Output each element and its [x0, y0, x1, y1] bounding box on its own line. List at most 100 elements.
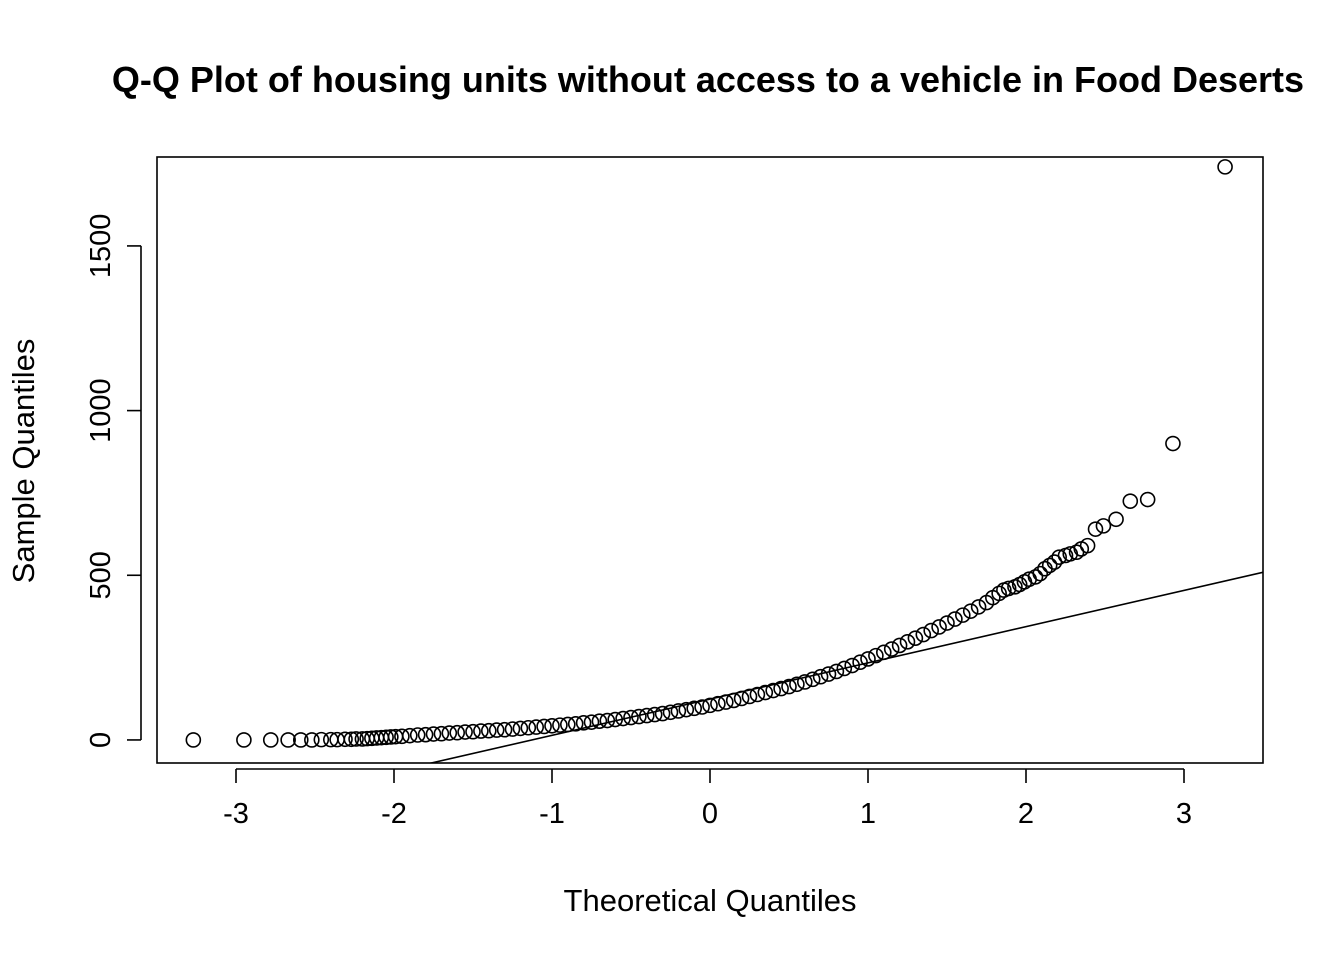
- data-point: [1217, 159, 1233, 175]
- data-point: [236, 732, 252, 748]
- data-point: [544, 717, 560, 734]
- y-tick-label: 1500: [85, 214, 117, 279]
- data-point: [991, 585, 1007, 602]
- data-point: [488, 722, 505, 738]
- data-point: [702, 697, 718, 714]
- data-point: [678, 701, 695, 718]
- data-point: [638, 707, 655, 724]
- data-point: [899, 633, 916, 650]
- data-point: [433, 725, 450, 742]
- data-point: [931, 619, 947, 635]
- data-point: [401, 727, 418, 744]
- data-point: [1108, 511, 1124, 528]
- data-point: [262, 732, 279, 748]
- data-point: [749, 686, 766, 703]
- data-point: [844, 657, 861, 674]
- data-point: [599, 712, 616, 729]
- x-tick-label: -2: [381, 798, 407, 830]
- data-point: [781, 678, 797, 695]
- data-point: [765, 682, 782, 699]
- data-point: [710, 695, 726, 712]
- x-tick-label: -3: [223, 798, 249, 830]
- data-point: [1000, 580, 1017, 597]
- x-tick-label: 3: [1176, 798, 1192, 830]
- data-point: [757, 684, 774, 701]
- x-tick-label: 1: [860, 798, 876, 830]
- data-point: [1139, 491, 1156, 508]
- data-point: [836, 660, 853, 677]
- data-point: [1027, 569, 1044, 585]
- data-point: [607, 711, 624, 728]
- data-point: [520, 719, 537, 736]
- data-point: [907, 630, 924, 646]
- data-point: [1041, 557, 1058, 574]
- data-point: [559, 716, 576, 733]
- data-point: [394, 728, 410, 745]
- data-point: [962, 603, 979, 619]
- data-point: [292, 732, 309, 748]
- data-point: [789, 676, 805, 693]
- data-point: [970, 599, 987, 615]
- data-point: [828, 663, 845, 680]
- data-point: [528, 719, 545, 735]
- data-point: [860, 651, 876, 667]
- data-point: [409, 727, 426, 743]
- data-point: [686, 700, 703, 717]
- data-point: [947, 611, 963, 627]
- data-point: [631, 708, 647, 725]
- data-point: [441, 725, 458, 741]
- y-axis-title: Sample Quantiles: [6, 339, 41, 584]
- data-point: [796, 674, 813, 690]
- data-point: [1122, 493, 1139, 509]
- data-point: [694, 699, 710, 715]
- data-point: [804, 671, 821, 688]
- data-point: [496, 721, 513, 738]
- data-point: [575, 715, 592, 731]
- data-point: [717, 694, 734, 710]
- data-point: [383, 729, 399, 745]
- y-tick-label: 500: [85, 551, 117, 599]
- data-point: [741, 688, 758, 705]
- data-point: [583, 714, 600, 730]
- data-point: [304, 732, 320, 748]
- data-point: [662, 704, 679, 721]
- data-point: [939, 615, 955, 631]
- chart-title: Q-Q Plot of housing units without access…: [112, 59, 1304, 100]
- data-point: [457, 724, 473, 740]
- data-point: [1095, 518, 1112, 534]
- data-point: [185, 732, 202, 748]
- data-point: [378, 729, 394, 746]
- data-point: [417, 726, 434, 743]
- data-point: [883, 641, 900, 657]
- y-tick-label: 0: [85, 732, 117, 748]
- data-point: [1165, 435, 1181, 452]
- data-point: [725, 692, 742, 709]
- data-point: [1051, 549, 1067, 565]
- data-point: [1079, 537, 1096, 554]
- data-point: [923, 622, 940, 639]
- data-point: [1032, 565, 1049, 582]
- data-point: [552, 717, 568, 733]
- data-point: [915, 626, 932, 643]
- data-point: [852, 654, 868, 671]
- data-point: [646, 706, 663, 723]
- data-point: [820, 666, 837, 682]
- data-point: [343, 731, 360, 748]
- y-axis: 0 500 1000 1500: [85, 214, 142, 748]
- data-point: [954, 607, 971, 623]
- data-point: [512, 720, 529, 737]
- data-points: [185, 159, 1233, 748]
- data-point: [891, 637, 908, 654]
- data-point: [615, 710, 631, 727]
- x-axis: -3 -2 -1 0 1 2 3: [223, 768, 1192, 830]
- x-tick-label: 0: [702, 798, 718, 830]
- data-point: [733, 690, 750, 707]
- y-tick-label: 1000: [85, 378, 117, 443]
- data-point: [875, 644, 892, 661]
- data-point: [812, 668, 829, 685]
- data-point: [591, 713, 608, 729]
- data-point: [1087, 521, 1104, 537]
- data-point: [670, 703, 687, 719]
- data-point: [425, 726, 442, 742]
